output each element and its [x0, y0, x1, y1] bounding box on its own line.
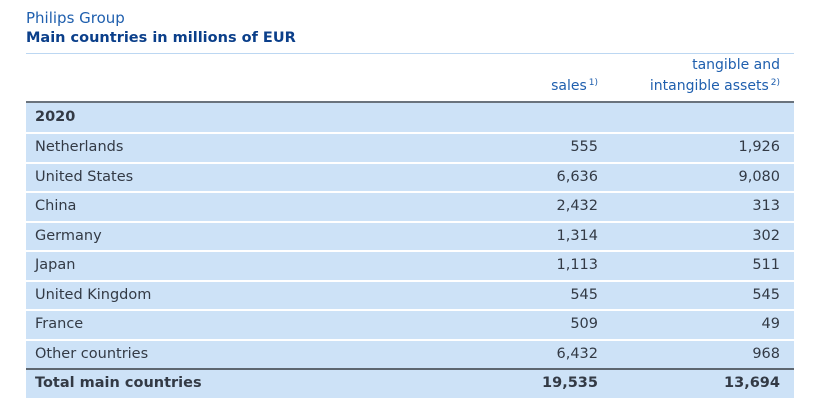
table-row: Japan 1,113 511 — [26, 250, 794, 280]
total-sales-value: 19,535 — [542, 375, 598, 391]
table-row: Other countries 6,432 968 — [26, 338, 794, 368]
country-name: Japan — [35, 257, 76, 273]
assets-header-line2: intangible assets — [649, 78, 769, 94]
country-name: France — [35, 316, 84, 332]
sales-footnote-marker: 1) — [588, 78, 598, 88]
assets-header-line1: tangible and — [692, 57, 780, 73]
company-name: Philips Group — [26, 9, 125, 27]
table-row: China 2,432 313 — [26, 191, 794, 221]
country-name: China — [35, 198, 77, 214]
assets-value: 545 — [752, 286, 780, 303]
table-row: United States 6,636 9,080 — [26, 161, 794, 191]
country-name: Other countries — [35, 345, 149, 362]
column-headers: sales 1) tangible and intangible assets 2) — [26, 54, 794, 103]
assets-value: 49 — [761, 316, 780, 332]
table-row: Netherlands 555 1,926 — [26, 132, 794, 162]
sales-value: 6,636 — [556, 168, 598, 185]
sales-value: 1,314 — [556, 227, 598, 244]
sales-value: 509 — [570, 316, 598, 332]
column-header-assets: tangible and intangible assets 2) — [650, 55, 780, 97]
total-label: Total main countries — [35, 375, 202, 391]
assets-value: 302 — [752, 227, 780, 244]
sales-value: 545 — [570, 286, 598, 303]
sales-value: 6,432 — [556, 345, 598, 362]
sales-value: 1,113 — [556, 257, 598, 273]
table-title: Main countries in millions of EUR — [26, 30, 296, 46]
sales-header-label: sales — [551, 78, 587, 94]
table-row: Germany 1,314 302 — [26, 220, 794, 250]
assets-value: 9,080 — [738, 168, 780, 185]
total-row: Total main countries 19,535 13,694 — [26, 368, 794, 398]
assets-value: 511 — [752, 257, 780, 273]
main-countries-table: sales 1) tangible and intangible assets 2)… — [26, 53, 794, 398]
total-assets-value: 13,694 — [724, 375, 780, 391]
assets-footnote-marker: 2) — [770, 78, 780, 88]
sales-value: 555 — [570, 139, 598, 155]
country-name: Germany — [35, 227, 102, 244]
year-row: 2020 — [26, 103, 794, 132]
sales-value: 2,432 — [556, 198, 598, 214]
assets-value: 313 — [752, 198, 780, 214]
assets-value: 1,926 — [738, 139, 780, 155]
country-name: United States — [35, 168, 134, 185]
country-name: United Kingdom — [35, 286, 152, 303]
table-row: United Kingdom 545 545 — [26, 279, 794, 309]
table-heading: Philips Group Main countries in millions… — [26, 8, 296, 48]
year-label: 2020 — [35, 109, 76, 125]
column-header-sales: sales 1) — [551, 76, 598, 97]
country-name: Netherlands — [35, 139, 124, 155]
top-divider — [26, 53, 794, 54]
assets-value: 968 — [752, 345, 780, 362]
table-row: France 509 49 — [26, 309, 794, 339]
